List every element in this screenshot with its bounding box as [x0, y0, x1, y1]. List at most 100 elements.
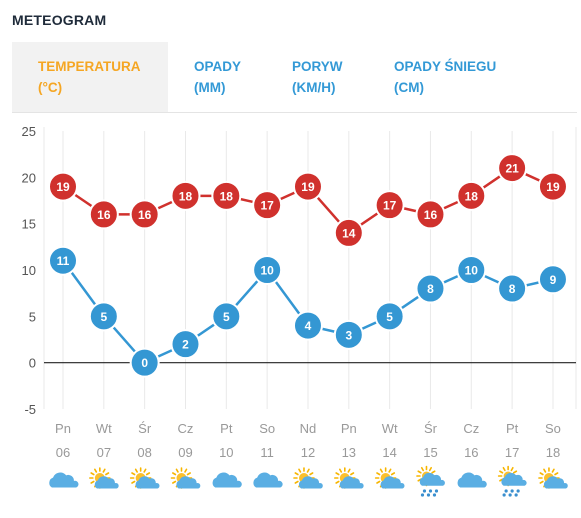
data-point-marker	[129, 199, 160, 230]
cloud-shape	[253, 472, 283, 488]
sun-ray	[294, 472, 299, 476]
tab-precipitation[interactable]: OPADY (MM)	[168, 42, 266, 112]
tab-precipitation-label: OPADY	[194, 59, 242, 74]
tab-gust[interactable]: PORYW (KM/H)	[266, 42, 368, 112]
cloud-shape	[49, 472, 79, 488]
date-label: 16	[464, 445, 478, 460]
date-label: 08	[137, 445, 151, 460]
tab-gust-unit: (KM/H)	[292, 80, 336, 95]
y-tick-label: 5	[29, 309, 36, 324]
data-point-high: 18	[211, 180, 242, 211]
sun-ray	[350, 472, 355, 476]
tab-snowfall-label: OPADY ŚNIEGU	[394, 59, 497, 74]
cloud-shape	[543, 476, 568, 489]
data-point-low: 2	[170, 329, 201, 360]
day-label: So	[259, 421, 275, 436]
data-label: 16	[424, 208, 438, 222]
data-point-low: 5	[211, 301, 242, 332]
data-point-marker	[252, 255, 283, 285]
data-point-marker	[456, 255, 487, 285]
sun-ray	[428, 466, 433, 472]
data-point-marker	[497, 273, 528, 304]
date-label: 06	[56, 445, 70, 460]
data-label: 11	[57, 254, 70, 268]
day-label: Cz	[463, 421, 479, 436]
data-point-marker	[415, 273, 446, 304]
sun-ray	[298, 468, 302, 473]
data-label: 8	[427, 282, 434, 296]
partly-cloudy-icon	[293, 467, 323, 489]
data-point-marker	[48, 171, 78, 202]
data-point-low: 8	[497, 273, 528, 304]
sun-ray	[131, 472, 136, 476]
cloud-shape	[339, 476, 364, 489]
sun-ray	[510, 466, 514, 472]
sun-ray	[306, 468, 310, 473]
data-label: 19	[301, 180, 315, 194]
rain-drop	[502, 493, 506, 497]
y-tick-label: 10	[22, 263, 36, 278]
data-point-low: 10	[252, 255, 283, 285]
cloud-shape	[501, 472, 527, 486]
tab-temperature[interactable]: TEMPERATURA (°C)	[12, 42, 168, 112]
data-point-low: 0	[129, 347, 160, 378]
sun-ray	[172, 480, 177, 484]
sun-ray	[94, 468, 98, 473]
day-label: Pn	[55, 421, 71, 436]
date-label: 14	[382, 445, 396, 460]
sun-ray	[420, 466, 425, 472]
day-label: Śr	[138, 421, 152, 436]
rain-drop	[420, 493, 425, 497]
sun-ray	[390, 472, 396, 476]
data-point-low: 10	[456, 255, 487, 285]
date-label: 15	[423, 445, 437, 460]
data-label: 18	[465, 189, 479, 203]
data-label: 16	[138, 208, 152, 222]
partly-cloudy-icon	[89, 467, 119, 489]
data-label: 5	[223, 310, 230, 324]
data-label: 4	[305, 319, 312, 333]
tab-snowfall[interactable]: OPADY ŚNIEGU (CM)	[368, 42, 528, 112]
sun-ray	[131, 480, 136, 484]
data-point-marker	[88, 301, 119, 332]
date-label: 18	[546, 445, 560, 460]
data-point-marker	[333, 319, 364, 350]
data-point-marker	[170, 180, 201, 211]
data-point-marker	[48, 245, 78, 276]
tab-temperature-label: TEMPERATURA	[38, 59, 141, 74]
data-label: 0	[141, 356, 148, 370]
data-point-low: 8	[415, 273, 446, 304]
cloud-shape	[457, 472, 487, 488]
data-point-high: 14	[333, 217, 364, 248]
data-label: 19	[56, 180, 70, 194]
day-label: Wt	[382, 421, 398, 436]
partly-cloudy-icon	[374, 467, 405, 489]
partly-cloudy-icon	[334, 467, 364, 489]
data-point-low: 9	[537, 264, 568, 295]
data-point-marker	[292, 171, 323, 202]
day-label: Pn	[341, 421, 357, 436]
date-label: 10	[219, 445, 233, 460]
data-label: 17	[260, 199, 274, 213]
data-point-high: 16	[88, 199, 119, 230]
data-point-high: 21	[497, 153, 528, 184]
sun-ray	[134, 468, 138, 473]
cloud-shape	[298, 476, 323, 489]
data-label: 10	[260, 264, 274, 278]
data-label: 18	[179, 189, 193, 203]
tab-snowfall-unit: (CM)	[394, 80, 424, 95]
cloud-shape	[380, 476, 405, 489]
data-label: 19	[546, 180, 560, 194]
tab-gust-label: PORYW	[292, 59, 343, 74]
data-point-marker	[333, 217, 364, 248]
y-tick-label: 15	[22, 217, 36, 232]
data-label: 5	[386, 310, 393, 324]
data-point-marker	[415, 199, 446, 230]
day-label: Śr	[424, 421, 438, 436]
rain-drop	[510, 489, 514, 493]
tab-precipitation-unit: (MM)	[194, 80, 226, 95]
sun-ray	[105, 472, 110, 476]
data-point-high: 19	[292, 171, 323, 202]
data-point-marker	[537, 171, 568, 202]
